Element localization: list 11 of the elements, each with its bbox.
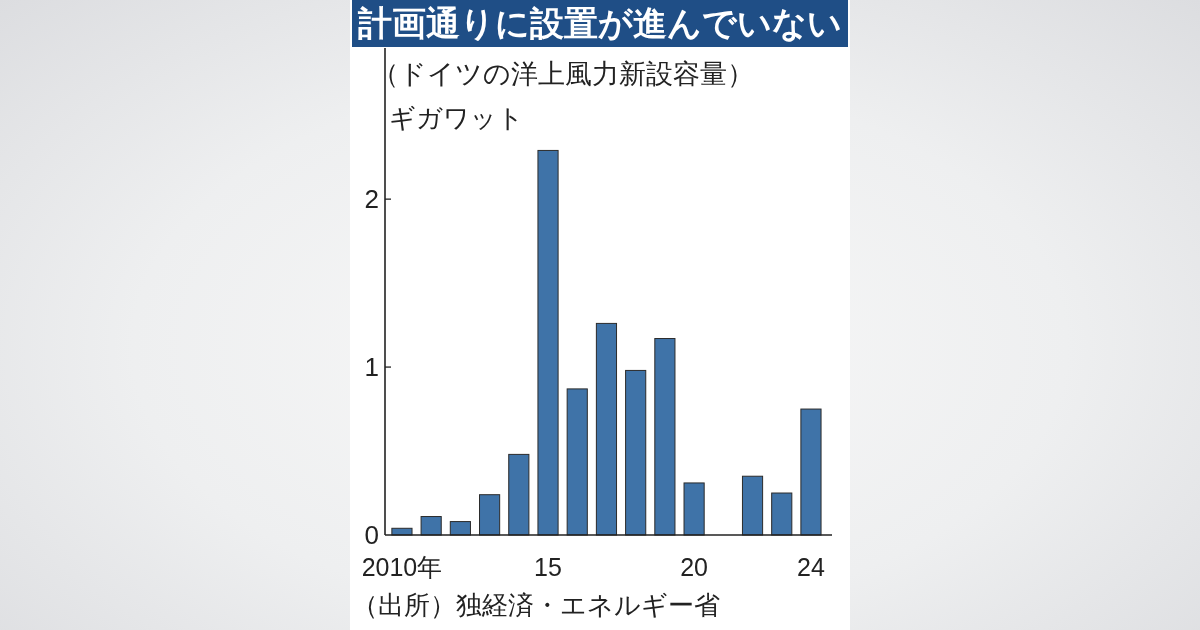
subtitle: （ドイツの洋上風力新設容量） bbox=[372, 59, 754, 89]
title: 計画通りに設置が進んでいない bbox=[352, 0, 848, 47]
y-tick-label: 2 bbox=[364, 184, 379, 215]
x-tick-label: 15 bbox=[534, 553, 562, 581]
y-tick-label: 1 bbox=[364, 352, 379, 383]
annotation: （出所）独経済・エネルギー省 bbox=[352, 590, 720, 620]
x-tick-label: 20 bbox=[680, 553, 708, 581]
y-axis-title: ギガワット bbox=[389, 103, 524, 133]
x-tick-label: 24 bbox=[797, 553, 825, 581]
y-tick-label: 0 bbox=[364, 520, 379, 550]
x-tick-label: 2010年 bbox=[361, 553, 443, 581]
